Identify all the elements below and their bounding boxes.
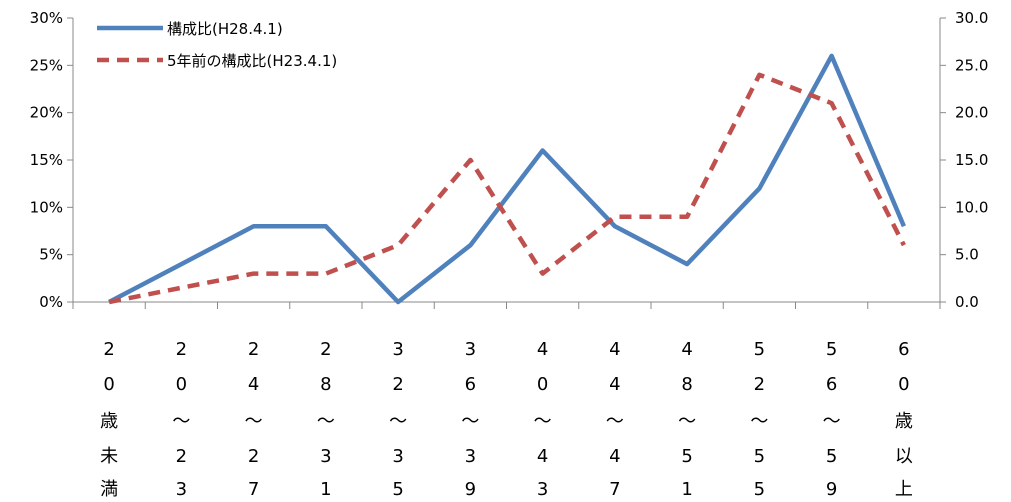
category-label: 5 6 〜 5 9: [823, 339, 841, 500]
series-line-1: [108, 53, 906, 305]
left-tick-label: 15%: [30, 151, 63, 169]
right-tick-label: 30.0: [955, 9, 988, 27]
right-tick-label: 15.0: [955, 151, 988, 169]
category-char: 9: [465, 479, 476, 500]
category-char: 2: [248, 339, 259, 360]
category-char: 6: [898, 339, 909, 360]
category-char: 5: [392, 479, 403, 500]
right-tick-label: 5.0: [955, 246, 979, 264]
category-char: 〜: [245, 411, 263, 432]
category-char: 5: [681, 446, 692, 467]
category-label: 4 0 〜 4 3: [534, 339, 552, 500]
category-label: 4 8 〜 5 1: [678, 339, 696, 500]
category-char: 7: [248, 479, 259, 500]
category-char: 4: [537, 446, 548, 467]
category-char: 〜: [461, 411, 479, 432]
category-char: 3: [392, 446, 403, 467]
left-tick-label: 0%: [39, 293, 63, 311]
category-char: 以: [895, 446, 913, 467]
category-char: 歳: [100, 411, 118, 432]
category-char: 4: [609, 374, 620, 395]
category-char: 6: [465, 374, 476, 395]
category-label: 2 0 歳未満: [100, 339, 118, 500]
left-tick-label: 25%: [30, 56, 63, 74]
legend-label: 構成比(H28.4.1): [167, 20, 283, 38]
category-labels: 20歳未満20〜2324〜2728〜3132〜3536〜3940〜4344〜47…: [100, 339, 913, 500]
category-char: 9: [826, 479, 837, 500]
right-axis-ticks: 0.0 5.0 10.0 15.0 20.0 25.0 30.0: [940, 9, 988, 311]
right-tick-label: 20.0: [955, 104, 988, 122]
category-label: 3 2 〜 3 5: [389, 339, 407, 500]
category-label: 2 8 〜 3 1: [317, 339, 335, 500]
category-label: 5 2 〜 5 5: [750, 339, 768, 500]
right-tick-label: 10.0: [955, 198, 988, 216]
category-label: 6 0 歳以上: [895, 339, 913, 500]
category-label: 4 4 〜 4 7: [606, 339, 624, 500]
legend-label: 5年前の構成比(H23.4.1): [167, 52, 337, 70]
category-char: 4: [248, 374, 259, 395]
right-tick-label: 0.0: [955, 293, 979, 311]
category-char: 0: [537, 374, 548, 395]
category-char: 4: [609, 446, 620, 467]
category-label: 2 0 〜 2 3: [172, 339, 190, 500]
right-tick-label: 25.0: [955, 56, 988, 74]
category-char: 〜: [172, 411, 190, 432]
category-char: 5: [826, 339, 837, 360]
left-axis-ticks: 0% 5% 10% 15% 20% 25% 30%: [30, 9, 73, 311]
category-char: 4: [537, 339, 548, 360]
category-char: 〜: [678, 411, 696, 432]
category-char: 2: [392, 374, 403, 395]
category-char: 〜: [750, 411, 768, 432]
category-char: 2: [248, 446, 259, 467]
category-char: 5: [754, 446, 765, 467]
category-char: 2: [754, 374, 765, 395]
category-label: 3 6 〜 3 9: [461, 339, 479, 500]
category-char: 1: [320, 479, 331, 500]
category-char: 3: [537, 479, 548, 500]
category-char: 0: [898, 374, 909, 395]
category-char: 6: [826, 374, 837, 395]
category-char: 4: [609, 339, 620, 360]
category-char: 2: [176, 446, 187, 467]
category-char: 上: [895, 479, 913, 500]
category-char: 0: [176, 374, 187, 395]
category-char: 3: [176, 479, 187, 500]
left-tick-label: 10%: [30, 198, 63, 216]
series-lines: [108, 53, 906, 305]
series-line-2: [108, 72, 906, 305]
category-char: 2: [103, 339, 114, 360]
category-char: 〜: [823, 411, 841, 432]
category-char: 3: [465, 446, 476, 467]
category-char: 1: [681, 479, 692, 500]
category-char: 3: [320, 446, 331, 467]
left-tick-label: 5%: [39, 246, 63, 264]
category-char: 7: [609, 479, 620, 500]
left-tick-label: 30%: [30, 9, 63, 27]
category-char: 2: [320, 339, 331, 360]
category-char: 0: [103, 374, 114, 395]
category-char: 〜: [317, 411, 335, 432]
category-char: 2: [176, 339, 187, 360]
category-char: 5: [754, 339, 765, 360]
category-label: 2 4 〜 2 7: [245, 339, 263, 500]
category-char: 3: [392, 339, 403, 360]
category-char: 8: [320, 374, 331, 395]
category-char: 〜: [389, 411, 407, 432]
category-char: 歳: [895, 411, 913, 432]
category-char: 満: [100, 479, 118, 500]
category-char: 〜: [534, 411, 552, 432]
category-char: 5: [826, 446, 837, 467]
category-char: 3: [465, 339, 476, 360]
left-tick-label: 20%: [30, 104, 63, 122]
category-char: 未: [100, 446, 118, 467]
category-char: 〜: [606, 411, 624, 432]
category-char: 8: [681, 374, 692, 395]
category-char: 5: [754, 479, 765, 500]
category-char: 4: [681, 339, 692, 360]
legend: 構成比(H28.4.1) 5年前の構成比(H23.4.1): [97, 20, 337, 70]
